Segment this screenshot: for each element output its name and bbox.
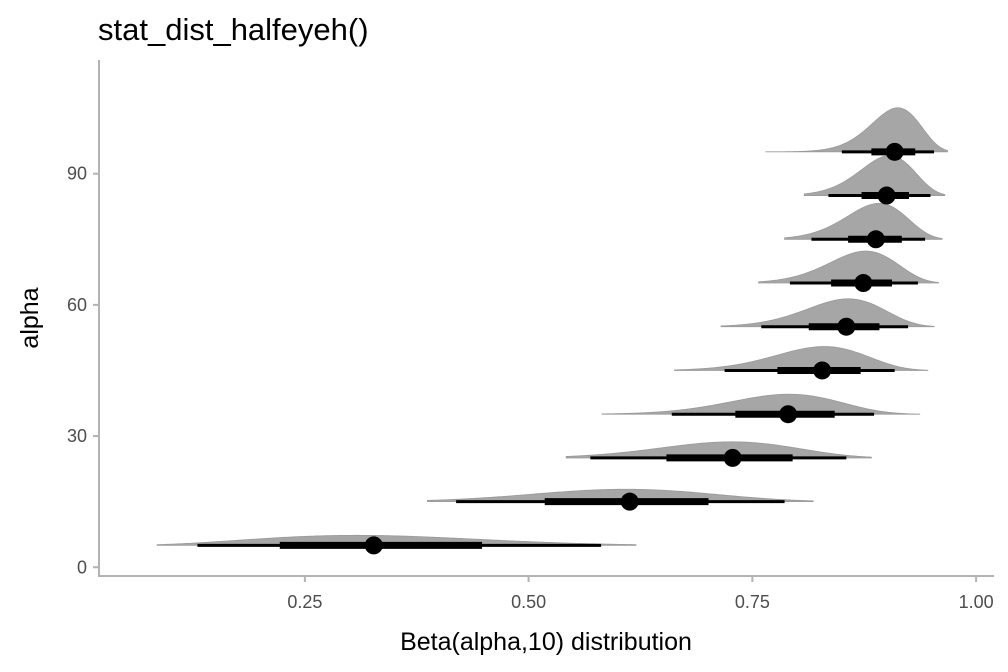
point-median (723, 448, 742, 467)
halfeye-75 (784, 202, 943, 249)
y-axis-ticks: 0 30 60 90 (67, 164, 99, 577)
x-tick-label: 0.50 (511, 592, 546, 612)
density-slab (758, 250, 939, 284)
x-tick-label: 1.00 (959, 592, 994, 612)
x-axis-ticks: 0.25 0.50 0.75 1.00 (287, 576, 994, 612)
x-tick-label: 0.25 (287, 592, 322, 612)
density-slab (720, 298, 935, 328)
density-slab (601, 393, 921, 415)
point-median (813, 361, 832, 380)
density-slab (565, 441, 872, 459)
point-median (364, 536, 383, 555)
point-median (877, 186, 896, 205)
x-tick-label: 0.75 (735, 592, 770, 612)
y-tick-label: 90 (67, 164, 87, 184)
density-slab (765, 107, 948, 153)
halfeye-35 (601, 393, 921, 424)
halfeye-25 (565, 441, 872, 467)
halfeye-65 (758, 250, 939, 293)
halfeye-5 (156, 534, 637, 555)
x-axis-title: Beta(alpha,10) distribution (400, 628, 692, 656)
point-median (885, 142, 904, 161)
point-median (854, 274, 873, 293)
halfeye-15 (427, 488, 814, 511)
density-slab (156, 534, 637, 546)
halfeye-85 (803, 155, 946, 205)
point-median (620, 492, 639, 511)
point-median (866, 230, 885, 249)
y-axis-title: alpha (16, 287, 44, 348)
chart-title: stat_dist_halfeyeh() (98, 12, 369, 47)
y-tick-label: 60 (67, 295, 87, 315)
halfeye-95 (765, 107, 948, 161)
density-slab (674, 346, 929, 371)
y-tick-label: 0 (77, 557, 87, 577)
plot-marks (156, 107, 948, 555)
point-median (837, 317, 856, 336)
density-slab (784, 202, 943, 240)
point-median (779, 405, 798, 424)
density-slab (803, 155, 946, 196)
y-tick-label: 30 (67, 426, 87, 446)
halfeye-55 (720, 298, 935, 336)
halfeye-45 (674, 346, 929, 380)
density-slab (427, 488, 814, 503)
